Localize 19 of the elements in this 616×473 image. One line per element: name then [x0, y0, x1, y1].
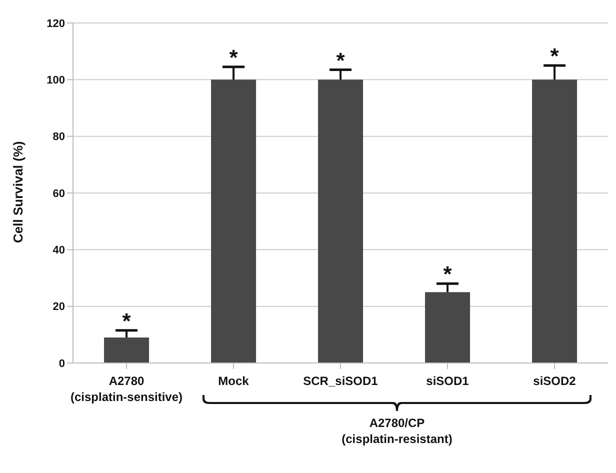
y-tick-label: 60: [52, 188, 65, 200]
y-tick-label: 80: [52, 131, 65, 144]
annotation: *: [336, 48, 346, 73]
x-tick-label: siSOD2: [533, 374, 576, 388]
y-tick-label: 20: [52, 301, 65, 314]
x-tick-label: siSOD1: [426, 374, 470, 388]
annotation: *: [443, 262, 452, 287]
x-tick-label: SCR_siSOD1: [303, 374, 378, 388]
annotation: *: [229, 44, 238, 70]
x-tick-label: A2780 (cisplatin-sensitive): [70, 374, 183, 404]
y-tick-label: 120: [46, 18, 65, 30]
annotation: *: [550, 44, 560, 68]
y-tick-label: 40: [52, 244, 65, 257]
x-tick-label: Mock: [218, 374, 250, 388]
y-tick-label: 100: [46, 74, 65, 87]
y-axis-title: Cell Survival (%): [10, 141, 26, 243]
text: A2780/CP (cisplatin-resistant): [342, 416, 452, 446]
y-tick-label: 0: [58, 358, 65, 370]
annotation: *: [122, 308, 132, 334]
